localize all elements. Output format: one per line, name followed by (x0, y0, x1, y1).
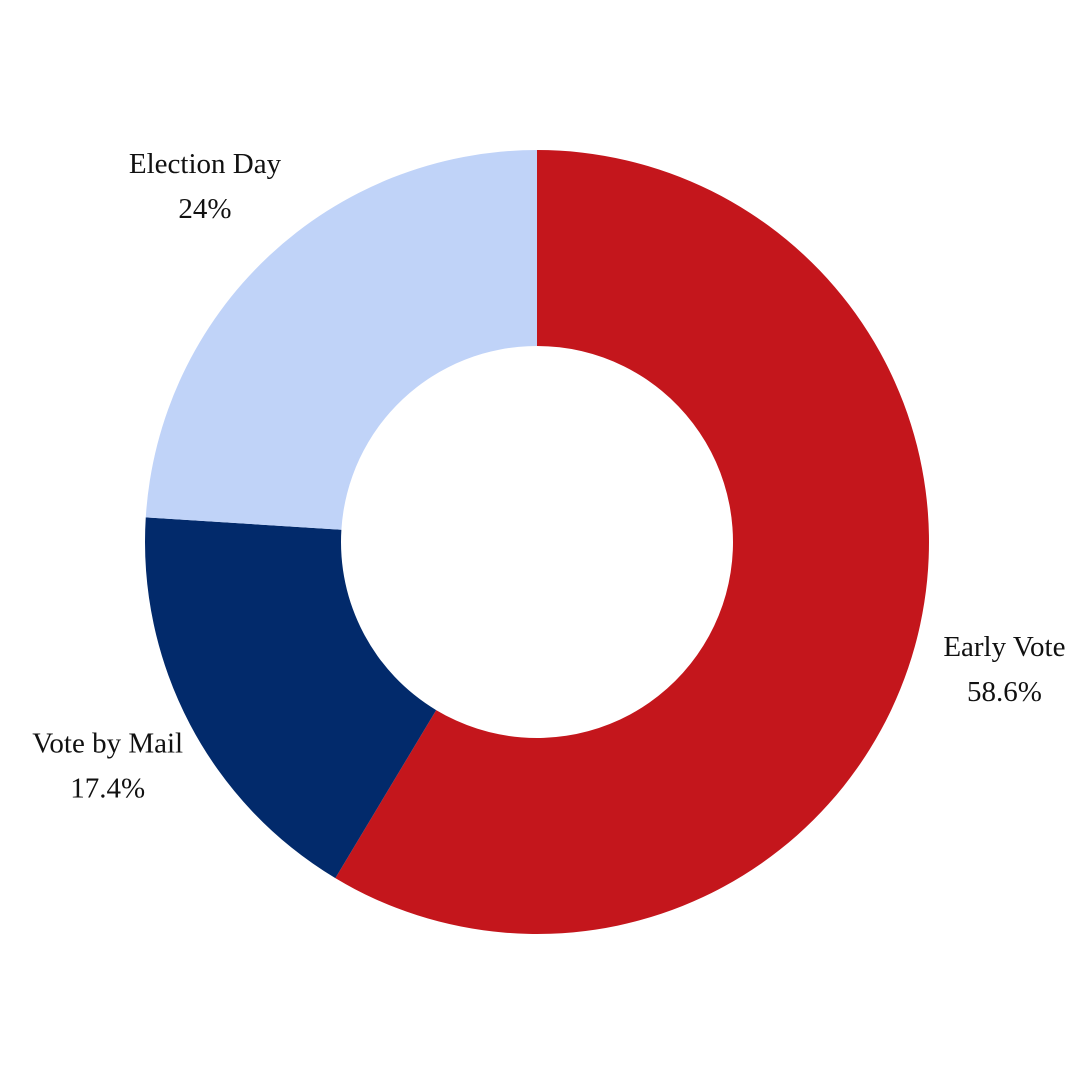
donut-slice (145, 150, 537, 530)
slice-value-label: 17.4% (70, 772, 145, 804)
slice-value-label: 58.6% (967, 676, 1042, 708)
slice-value-label: 24% (178, 193, 231, 225)
slice-label: Vote by Mail (32, 727, 183, 759)
slice-label: Election Day (129, 148, 282, 180)
donut-slice (145, 517, 437, 879)
slice-label: Early Vote (943, 631, 1065, 663)
donut-slice (335, 150, 929, 934)
